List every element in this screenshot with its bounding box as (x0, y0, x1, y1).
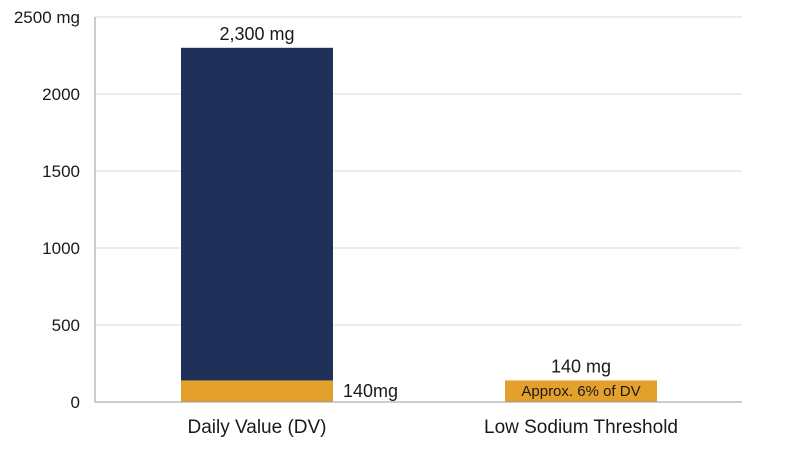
bar-segment (505, 380, 657, 402)
x-category-label: Low Sodium Threshold (484, 417, 678, 438)
data-label-threshold-inner: Approx. 6% of DV (521, 383, 640, 400)
y-tick-label: 1000 (42, 239, 80, 258)
y-tick-label: 2500 mg (14, 8, 80, 27)
data-label-dv-segment: 140mg (343, 381, 398, 401)
bar-layer (181, 47, 657, 402)
data-label-dv-total: 2,300 mg (219, 24, 294, 44)
axis-layer: 0 500 1000 1500 2000 2500 mg Daily Value (DV) L… (14, 8, 742, 438)
y-tick-label: 1500 (42, 162, 80, 181)
bar-segment (181, 380, 333, 402)
y-tick-label: 500 (52, 316, 80, 335)
y-tick-label: 0 (71, 393, 80, 412)
data-label-threshold-total: 140 mg (551, 356, 611, 376)
x-category-label: Daily Value (DV) (187, 417, 326, 438)
bar-segment (181, 47, 333, 381)
label-layer: 2,300 mg 140mg 140 mg Approx. 6% of DV (219, 24, 640, 401)
y-tick-label: 2000 (42, 85, 80, 104)
